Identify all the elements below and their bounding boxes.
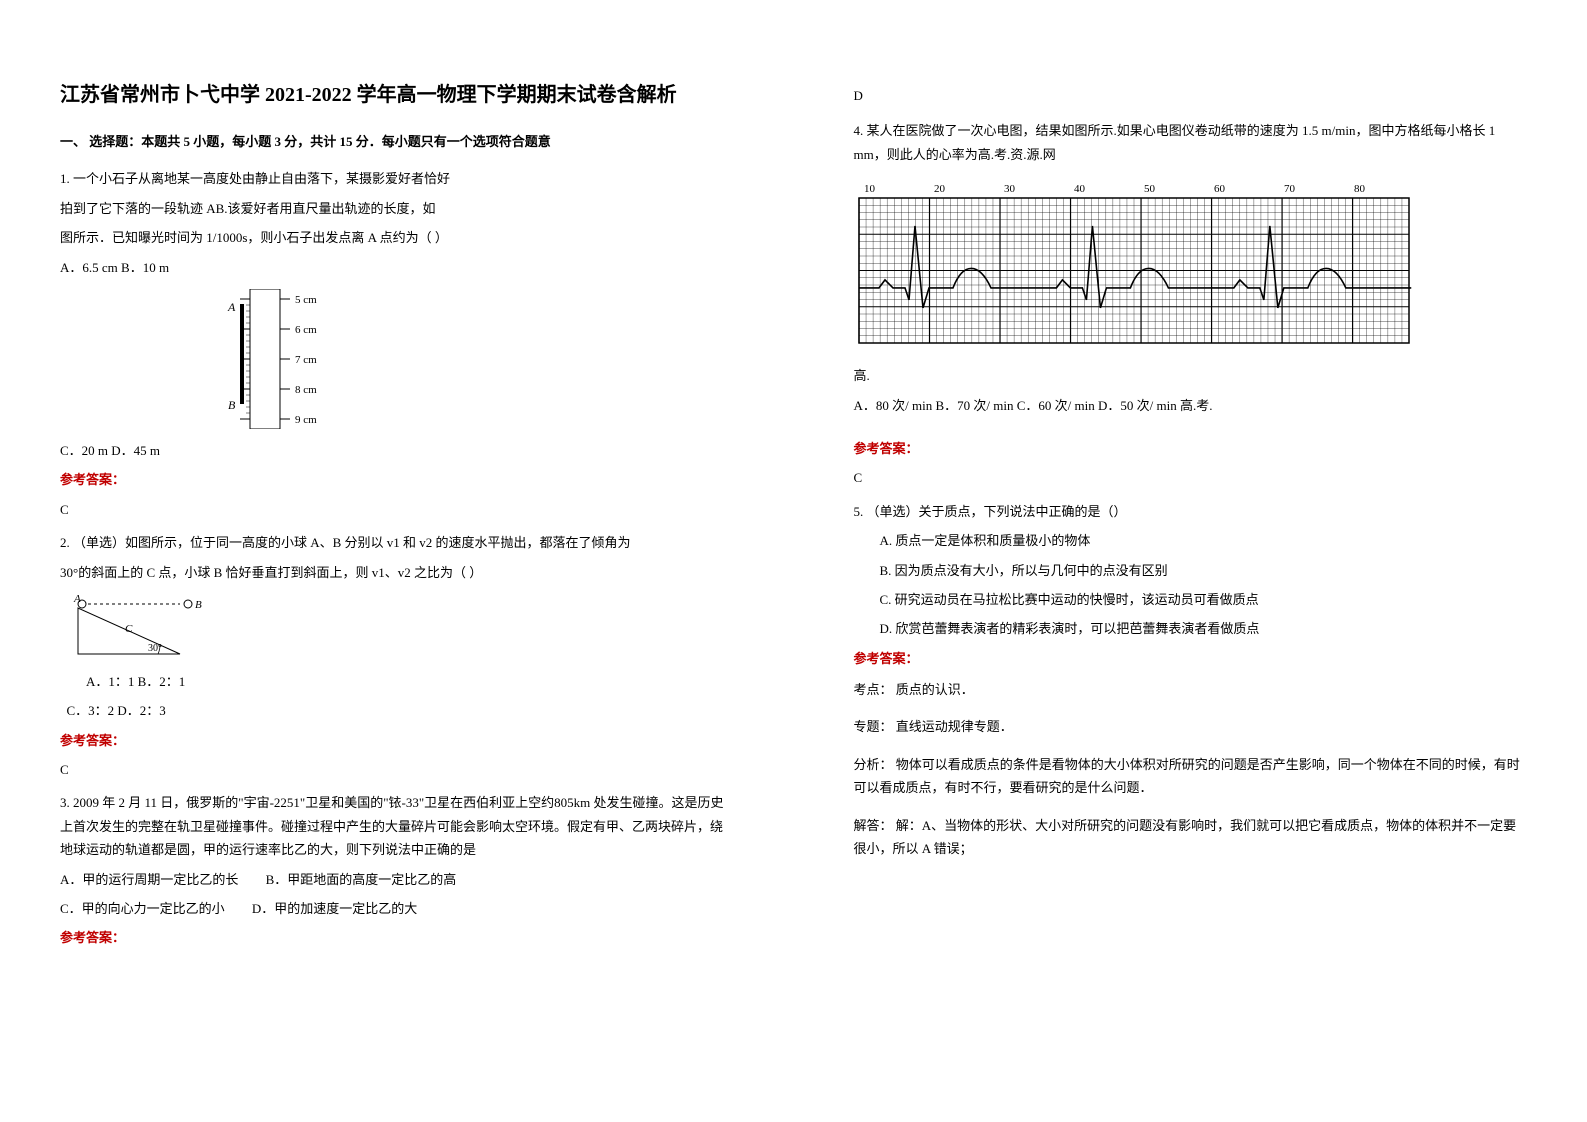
zhuanti-label: 专题： <box>854 719 893 734</box>
ecg-tick-20: 20 <box>934 183 946 195</box>
ecg-tick-60: 60 <box>1214 183 1226 195</box>
document-title: 江苏省常州市卜弋中学 2021-2022 学年高一物理下学期期末试卷含解析 <box>60 80 734 110</box>
kaodian-text: 质点的认识． <box>896 682 974 697</box>
q5-opt-c: C. 研究运动员在马拉松比赛中运动的快慢时，该运动员可看做质点 <box>854 588 1528 611</box>
q5-opt-b: B. 因为质点没有大小，所以与几何中的点没有区别 <box>854 559 1528 582</box>
ecg-tick-10: 10 <box>864 183 876 195</box>
q1-line3: 图所示．已知曝光时间为 1/1000s，则小石子出发点离 A 点约为（ ） <box>60 226 734 249</box>
q5-kaodian: 考点： 质点的认识． <box>854 678 1528 701</box>
question-2: 2. （单选）如图所示，位于同一高度的小球 A、B 分别以 v1 和 v2 的速… <box>60 531 734 781</box>
q3-options-row2: C．甲的向心力一定比乙的小 D．甲的加速度一定比乙的大 <box>60 897 734 920</box>
ecg-tick-70: 70 <box>1284 183 1296 195</box>
ruler-svg: A B 5 cm 6 cm 7 cm 8 cm 9 cm <box>180 289 340 429</box>
question-4: 4. 某人在医院做了一次心电图，结果如图所示.如果心电图仪卷动纸带的速度为 1.… <box>854 119 1528 489</box>
ecg-tick-30: 30 <box>1004 183 1016 195</box>
ruler-label-7: 7 cm <box>295 354 317 366</box>
q4-after: 高. <box>854 364 1528 387</box>
q1-line2: 拍到了它下落的一段轨迹 AB.该爱好者用直尺量出轨迹的长度，如 <box>60 197 734 220</box>
q4-options: A．80 次/ min B．70 次/ min C．60 次/ min D．50… <box>854 394 1528 417</box>
q5-zhuanti: 专题： 直线运动规律专题． <box>854 715 1528 738</box>
q3-opt-c: C．甲的向心力一定比乙的小 <box>60 901 225 916</box>
zhuanti-text: 直线运动规律专题． <box>896 719 1013 734</box>
q2-answer-label: 参考答案： <box>60 729 734 752</box>
question-1: 1. 一个小石子从离地某一高度处由静止自由落下，某摄影爱好者恰好 拍到了它下落的… <box>60 167 734 521</box>
ruler-label-8: 8 cm <box>295 384 317 396</box>
q5-answer-label: 参考答案： <box>854 647 1528 670</box>
q3-stem: 3. 2009 年 2 月 11 日，俄罗斯的"宇宙-2251"卫星和美国的"铱… <box>60 791 734 861</box>
fenxi-label: 分析： <box>854 757 893 772</box>
q3-opt-b: B．甲距地面的高度一定比乙的高 <box>266 872 457 887</box>
left-column: 江苏省常州市卜弋中学 2021-2022 学年高一物理下学期期末试卷含解析 一、… <box>0 0 794 1122</box>
kaodian-label: 考点： <box>854 682 893 697</box>
ecg-diagram: 10 20 30 40 50 60 70 80 <box>854 180 1528 350</box>
q3-options-row1: A．甲的运行周期一定比乙的长 B．甲距地面的高度一定比乙的高 <box>60 868 734 891</box>
q5-opt-d: D. 欣赏芭蕾舞表演者的精彩表演时，可以把芭蕾舞表演者看做质点 <box>854 617 1528 640</box>
q4-stem: 4. 某人在医院做了一次心电图，结果如图所示.如果心电图仪卷动纸带的速度为 1.… <box>854 119 1528 166</box>
ruler-label-9: 9 cm <box>295 414 317 426</box>
ruler-label-5: 5 cm <box>295 294 317 306</box>
q2-stem1: 2. （单选）如图所示，位于同一高度的小球 A、B 分别以 v1 和 v2 的速… <box>60 531 734 554</box>
q1-answer-label: 参考答案： <box>60 468 734 491</box>
incline-svg: A B C 30° <box>70 594 220 664</box>
jieda-label: 解答： <box>854 818 893 833</box>
jieda-text: 解：A、当物体的形状、大小对所研究的问题没有影响时，我们就可以把它看成质点，物体… <box>854 818 1517 856</box>
q5-fenxi: 分析： 物体可以看成质点的条件是看物体的大小体积对所研究的问题是否产生影响，同一… <box>854 753 1528 800</box>
q2-options-ab: A．1：1 B．2：1 <box>60 670 734 693</box>
q1-options-ab: A．6.5 cm B．10 m <box>60 256 734 279</box>
question-5: 5. （单选）关于质点，下列说法中正确的是（） A. 质点一定是体积和质量极小的… <box>854 500 1528 861</box>
q4-answer: C <box>854 466 1528 489</box>
svg-text:A: A <box>227 300 236 314</box>
svg-text:B: B <box>195 599 202 611</box>
q3-answer-label: 参考答案： <box>60 926 734 949</box>
q1-options-cd: C．20 m D．45 m <box>60 439 734 462</box>
svg-text:A: A <box>73 594 81 605</box>
question-3: 3. 2009 年 2 月 11 日，俄罗斯的"宇宙-2251"卫星和美国的"铱… <box>60 791 734 949</box>
ruler-label-6: 6 cm <box>295 324 317 336</box>
q5-jieda: 解答： 解：A、当物体的形状、大小对所研究的问题没有影响时，我们就可以把它看成质… <box>854 814 1528 861</box>
ecg-tick-50: 50 <box>1144 183 1156 195</box>
q4-answer-label: 参考答案： <box>854 437 1528 460</box>
q1-answer: C <box>60 498 734 521</box>
ecg-svg: 10 20 30 40 50 60 70 80 <box>854 180 1414 350</box>
svg-text:C: C <box>125 623 133 635</box>
ecg-tick-80: 80 <box>1354 183 1366 195</box>
fenxi-text: 物体可以看成质点的条件是看物体的大小体积对所研究的问题是否产生影响，同一个物体在… <box>854 757 1520 795</box>
q3-opt-a: A．甲的运行周期一定比乙的长 <box>60 872 238 887</box>
right-column: D 4. 某人在医院做了一次心电图，结果如图所示.如果心电图仪卷动纸带的速度为 … <box>794 0 1587 1122</box>
ecg-tick-40: 40 <box>1074 183 1086 195</box>
section-1-heading: 一、 选择题：本题共 5 小题，每小题 3 分，共计 15 分．每小题只有一个选… <box>60 130 734 153</box>
svg-text:B: B <box>228 398 236 412</box>
q2-options-cd: C．3：2 D．2：3 <box>60 699 734 722</box>
q2-stem2: 30°的斜面上的 C 点，小球 B 恰好垂直打到斜面上，则 v1、v2 之比为（… <box>60 561 734 584</box>
q5-stem: 5. （单选）关于质点，下列说法中正确的是（） <box>854 500 1528 523</box>
q1-line1: 1. 一个小石子从离地某一高度处由静止自由落下，某摄影爱好者恰好 <box>60 167 734 190</box>
incline-diagram: A B C 30° <box>70 594 734 664</box>
q2-answer: C <box>60 758 734 781</box>
q5-opt-a: A. 质点一定是体积和质量极小的物体 <box>854 529 1528 552</box>
q3-opt-d: D．甲的加速度一定比乙的大 <box>252 901 417 916</box>
q3-answer: D <box>854 84 1528 107</box>
ruler-diagram: A B 5 cm 6 cm 7 cm 8 cm 9 cm <box>180 289 734 429</box>
